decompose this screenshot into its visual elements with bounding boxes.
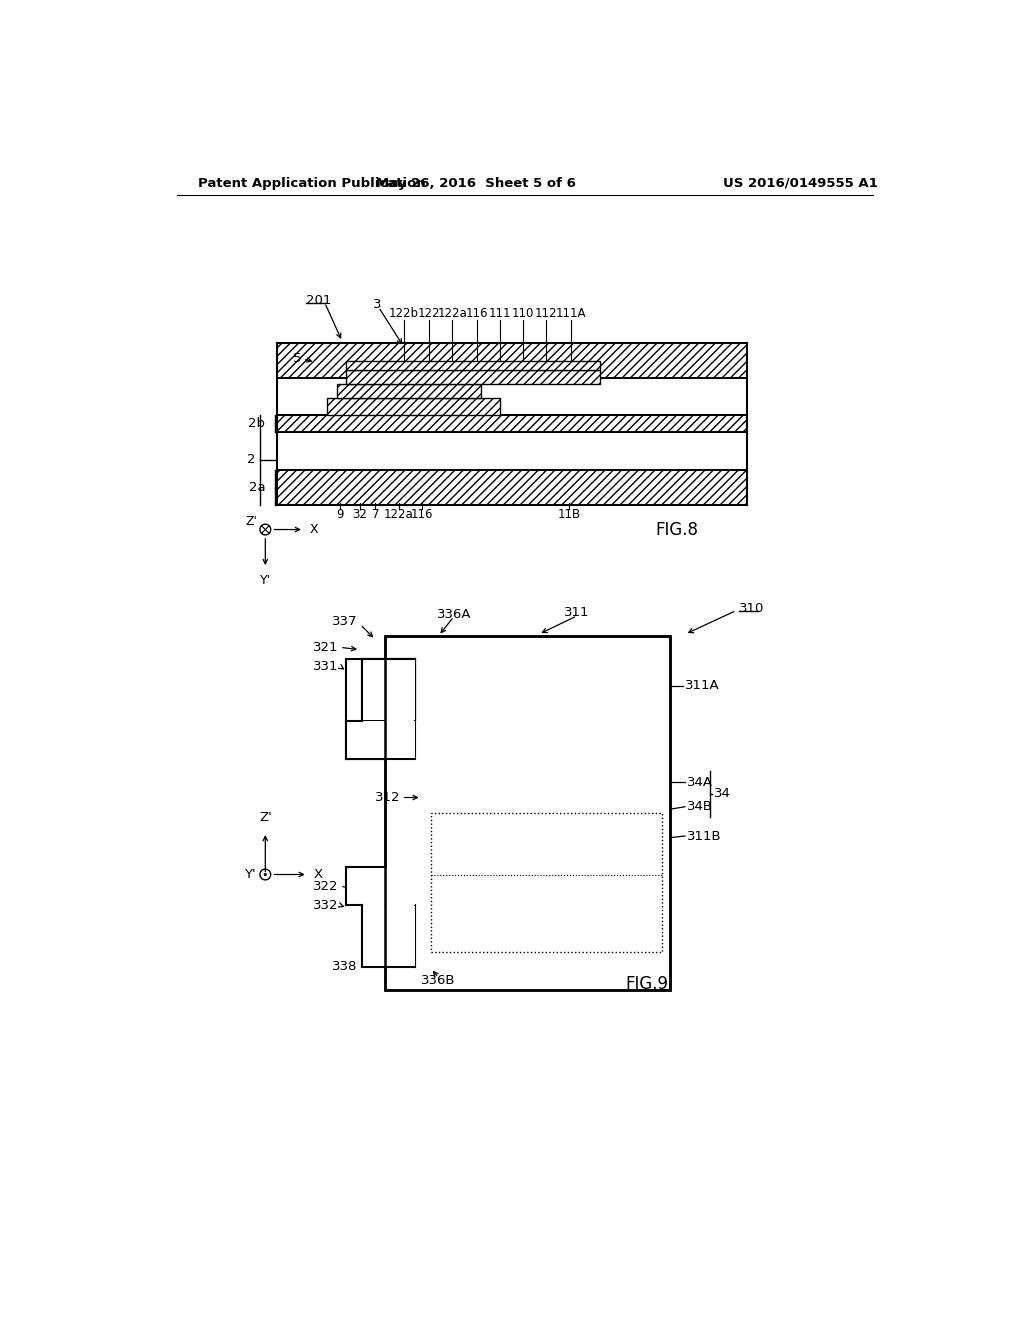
Text: 7: 7 <box>372 508 379 520</box>
Text: 111: 111 <box>488 308 511 321</box>
Bar <box>362 906 415 966</box>
Text: US 2016/0149555 A1: US 2016/0149555 A1 <box>723 177 878 190</box>
Text: 312: 312 <box>375 791 400 804</box>
Text: 122a: 122a <box>437 308 467 321</box>
Text: 321: 321 <box>313 640 339 653</box>
Text: Y': Y' <box>245 869 256 880</box>
Bar <box>361 659 416 721</box>
Text: Patent Application Publication: Patent Application Publication <box>199 177 426 190</box>
Bar <box>347 721 415 758</box>
Bar <box>276 343 746 506</box>
Text: 122: 122 <box>418 308 440 321</box>
Text: 310: 310 <box>739 602 764 615</box>
Text: 337: 337 <box>332 615 357 628</box>
Text: 332: 332 <box>313 899 339 912</box>
Text: 110: 110 <box>512 308 535 321</box>
Text: X: X <box>313 869 323 880</box>
Text: 122a: 122a <box>384 508 414 520</box>
Text: 311B: 311B <box>686 829 721 842</box>
Bar <box>385 636 670 990</box>
Text: X: X <box>310 523 318 536</box>
Text: Z': Z' <box>246 515 258 528</box>
Text: FIG.9: FIG.9 <box>625 975 668 993</box>
Text: 111A: 111A <box>556 308 587 321</box>
Bar <box>276 432 746 470</box>
Text: 311: 311 <box>564 606 590 619</box>
Text: 34B: 34B <box>686 800 713 813</box>
Text: May 26, 2016  Sheet 5 of 6: May 26, 2016 Sheet 5 of 6 <box>376 177 575 190</box>
Text: 338: 338 <box>333 961 357 973</box>
Text: 116: 116 <box>466 308 488 321</box>
Text: 5: 5 <box>293 352 301 366</box>
Bar <box>431 813 662 952</box>
Bar <box>347 867 415 904</box>
Text: 112: 112 <box>536 308 558 321</box>
Text: 9: 9 <box>336 508 344 520</box>
Text: 311A: 311A <box>685 680 720 693</box>
Text: 322: 322 <box>313 879 339 892</box>
Text: 201: 201 <box>306 294 332 308</box>
Bar <box>385 636 670 990</box>
Text: 331: 331 <box>313 660 339 673</box>
Text: 122b: 122b <box>389 308 419 321</box>
Bar <box>337 384 481 397</box>
Text: 2a: 2a <box>249 480 265 494</box>
Text: Y': Y' <box>260 574 271 587</box>
Bar <box>346 370 600 384</box>
Text: 2b: 2b <box>248 417 265 430</box>
Bar <box>276 343 746 378</box>
Text: 3: 3 <box>373 298 382 312</box>
Text: 34A: 34A <box>686 776 713 788</box>
Text: 336B: 336B <box>421 974 456 987</box>
Bar <box>327 397 500 414</box>
Bar <box>276 414 746 432</box>
Text: 32: 32 <box>352 508 368 520</box>
Text: FIG.8: FIG.8 <box>655 520 698 539</box>
Text: 11B: 11B <box>558 508 581 520</box>
Bar <box>362 660 415 719</box>
Bar <box>386 660 414 758</box>
Text: 2: 2 <box>247 453 255 466</box>
Text: 116: 116 <box>411 508 433 520</box>
Bar <box>346 360 600 370</box>
Bar <box>346 659 416 759</box>
Text: 336A: 336A <box>436 607 471 620</box>
Text: Z': Z' <box>259 812 271 825</box>
Circle shape <box>264 873 267 876</box>
Bar <box>276 470 746 506</box>
Text: 34: 34 <box>714 787 731 800</box>
Bar <box>276 378 746 414</box>
